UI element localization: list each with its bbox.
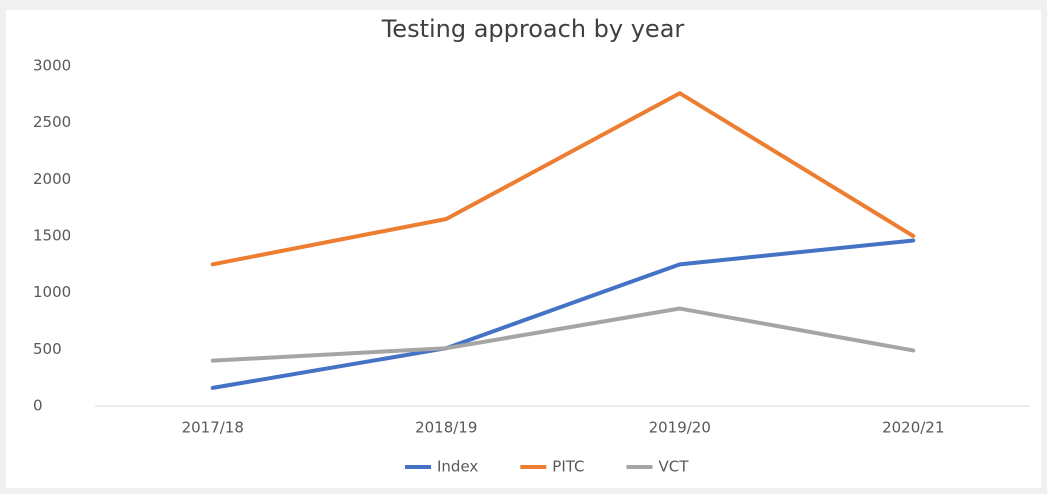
y-tick-label: 0 <box>33 397 43 415</box>
chart-area <box>6 10 1041 488</box>
x-tick-label: 2019/20 <box>649 419 711 437</box>
series-line <box>210 306 916 363</box>
x-tick-label: 2017/18 <box>182 419 244 437</box>
y-tick-label: 1000 <box>33 283 71 301</box>
chart-title: Testing approach by year <box>381 15 685 43</box>
x-tick-label: 2018/19 <box>415 419 477 437</box>
y-tick-label: 1500 <box>33 227 71 245</box>
y-tick-label: 3000 <box>33 57 71 75</box>
y-tick-label: 2000 <box>33 170 71 188</box>
legend-label: VCT <box>659 458 690 476</box>
series-line <box>210 91 916 267</box>
series-line <box>210 238 916 390</box>
y-tick-label: 500 <box>33 340 62 358</box>
legend-label: Index <box>437 458 478 476</box>
y-tick-label: 2500 <box>33 113 71 131</box>
x-tick-label: 2020/21 <box>882 419 944 437</box>
legend-label: PITC <box>552 458 584 476</box>
